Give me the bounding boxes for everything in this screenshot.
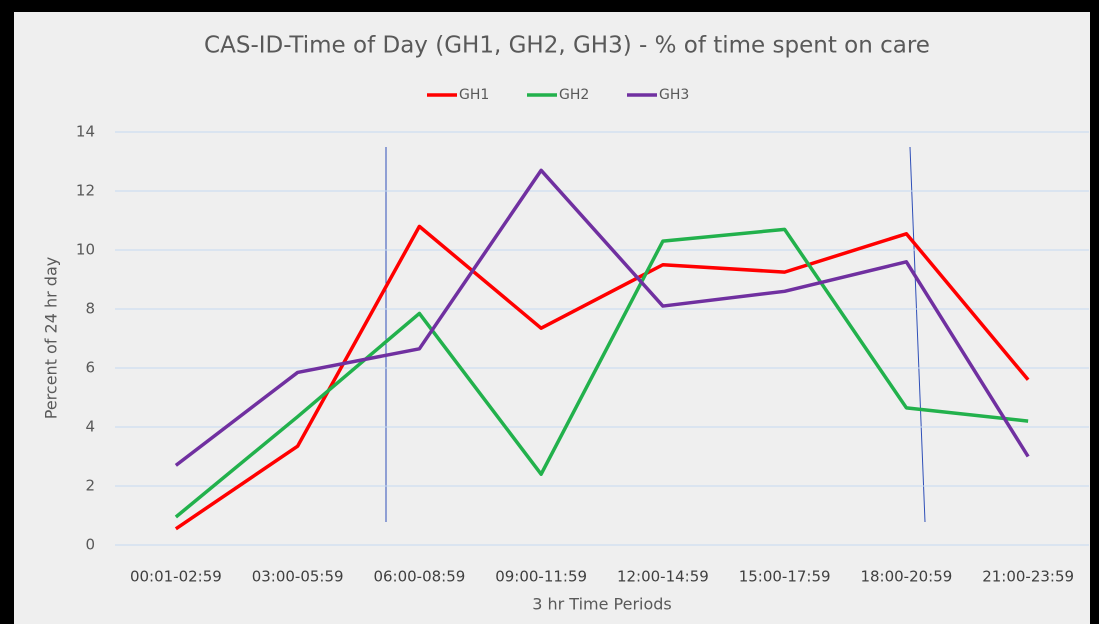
x-axis-label: 3 hr Time Periods bbox=[532, 595, 672, 614]
legend-label: GH1 bbox=[459, 87, 489, 103]
annotation-line bbox=[909, 146, 926, 523]
legend-label: GH2 bbox=[559, 87, 589, 103]
series-line bbox=[174, 168, 1030, 467]
y-tick-label: 14 bbox=[76, 123, 95, 141]
x-tick-label: 09:00-11:59 bbox=[495, 568, 587, 586]
y-axis-label: Percent of 24 hr day bbox=[42, 257, 61, 419]
y-tick-label: 4 bbox=[85, 418, 95, 436]
y-tick-label: 6 bbox=[85, 359, 95, 377]
chart-title: CAS-ID-Time of Day (GH1, GH2, GH3) - % o… bbox=[204, 33, 930, 59]
legend-label: GH3 bbox=[659, 87, 689, 103]
x-tick-label: 18:00-20:59 bbox=[860, 568, 952, 586]
y-tick-label: 12 bbox=[76, 182, 95, 200]
x-tick-label: 12:00-14:59 bbox=[617, 568, 709, 586]
chart-area bbox=[14, 12, 1090, 624]
x-tick-label: 03:00-05:59 bbox=[252, 568, 344, 586]
y-tick-label: 0 bbox=[85, 536, 95, 554]
y-tick-label: 10 bbox=[76, 241, 95, 259]
x-tick-label: 06:00-08:59 bbox=[373, 568, 465, 586]
series-line bbox=[174, 227, 1029, 519]
x-tick-label: 21:00-23:59 bbox=[982, 568, 1074, 586]
y-tick-label: 8 bbox=[85, 300, 95, 318]
series-line bbox=[174, 224, 1030, 531]
x-tick-label: 00:01-02:59 bbox=[130, 568, 222, 586]
x-tick-label: 15:00-17:59 bbox=[739, 568, 831, 586]
y-tick-label: 2 bbox=[85, 477, 95, 495]
